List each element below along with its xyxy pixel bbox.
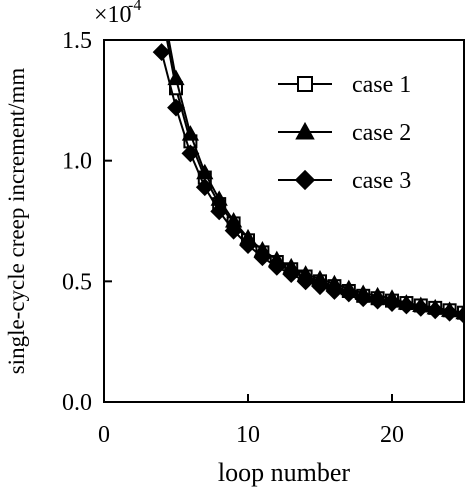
series-3: [152, 43, 464, 325]
series-3-point: [267, 257, 286, 276]
series-3-point: [339, 284, 358, 303]
legend-label: case 2: [352, 120, 411, 146]
y-tick-label: 1.5: [62, 28, 92, 54]
series-1-line: [165, 40, 464, 314]
series-3-point: [455, 306, 464, 325]
y-tick-label: 0.0: [62, 390, 92, 416]
x-axis-label: loop number: [218, 458, 350, 487]
y-axis-label: single-cycle creep increment/mm: [4, 68, 29, 375]
legend-item-3: case 3: [278, 168, 411, 194]
legend-marker: [294, 169, 316, 191]
series-3-point: [411, 298, 430, 317]
series-2: [155, 0, 464, 320]
y-multiplier-exponent: -4: [128, 0, 141, 14]
series-3-point: [397, 296, 416, 315]
plot-frame: [103, 39, 465, 403]
series-2-point: [155, 0, 169, 7]
series-3-point: [181, 144, 200, 163]
series-3-point: [440, 303, 459, 322]
series-3-point: [195, 178, 214, 197]
x-tick-label: 10: [236, 422, 260, 448]
y-tick-label: 0.5: [62, 269, 92, 295]
x-tick-label: 20: [380, 422, 404, 448]
legend-marker: [297, 76, 313, 92]
series-3-point: [167, 98, 185, 117]
legend: case 1 case 2 case 3: [278, 72, 411, 194]
series-2-point: [181, 125, 199, 141]
legend-marker: [295, 121, 315, 140]
legend-label: case 1: [352, 72, 411, 98]
series-2-line: [167, 40, 464, 314]
series-3-point: [239, 236, 257, 255]
legend-label: case 3: [352, 168, 411, 194]
series-3-point: [210, 202, 229, 221]
series-3-point: [296, 272, 315, 291]
y-multiplier-label: ×10: [94, 2, 132, 28]
legend-item-1: case 1: [278, 72, 411, 98]
series-3-point: [253, 248, 272, 267]
series-3-point: [224, 221, 243, 240]
y-tick-label: 1.0: [62, 149, 92, 175]
series-3-point: [325, 282, 344, 300]
legend-item-2: case 2: [278, 120, 411, 146]
series-3-point: [426, 301, 445, 320]
x-tick-label: 0: [98, 422, 110, 448]
series-3-point: [354, 289, 373, 308]
series-3-point: [368, 291, 387, 310]
series-3-point: [282, 265, 301, 284]
series-2-point: [196, 163, 214, 180]
series-1-point: [156, 5, 168, 17]
series-3-point: [383, 294, 401, 312]
series-1: [156, 5, 464, 320]
series-3-point: [152, 43, 171, 61]
series-2-point: [167, 69, 185, 86]
series-3-point: [311, 277, 329, 296]
